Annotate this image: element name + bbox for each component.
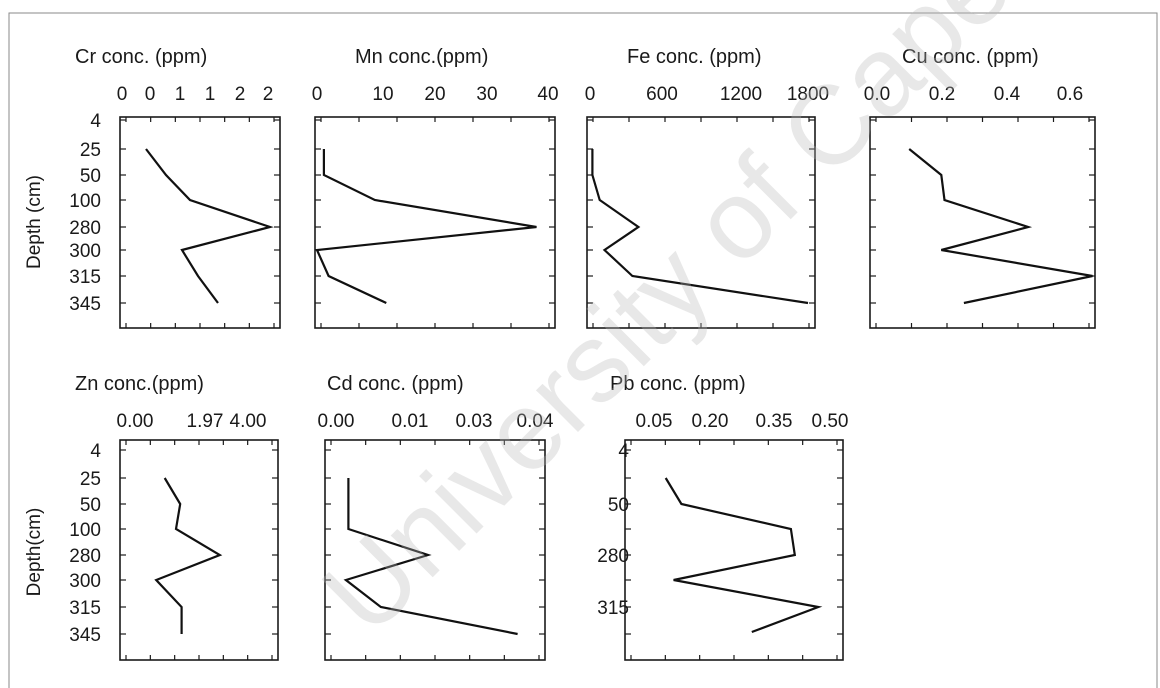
panel-5: Zn conc.(ppm) 0.00 1.97 4.00 4 25 50 100 280 300 3… — [24, 373, 279, 661]
x-tick-label: 40 — [537, 84, 558, 105]
profile-line — [343, 478, 518, 636]
x-tick-label: 0.04 — [517, 411, 554, 432]
x-tick-label: 0.03 — [456, 411, 493, 432]
panel-4: Cu conc. (ppm) 0.0 0.2 0.4 0.6 — [864, 46, 1096, 329]
y-tick-label: 50 — [608, 495, 629, 516]
x-tick-label: 0.05 — [636, 411, 673, 432]
x-tick-label: 1.97 — [187, 411, 224, 432]
y-tick-label: 25 — [80, 469, 101, 490]
y-tick-label: 345 — [69, 625, 101, 646]
x-tick-label: 2 — [263, 84, 274, 105]
x-tick-label: 0.00 — [318, 411, 355, 432]
x-tick-label: 0 — [312, 84, 323, 105]
panel-3: Fe conc. (ppm) 0 600 1200 1800 — [585, 46, 829, 329]
x-tick-label: 0.2 — [929, 84, 955, 105]
y-tick-label: 4 — [90, 111, 101, 132]
x-tick-label: 10 — [372, 84, 393, 105]
panel-6: Cd conc. (ppm) 0.00 0.01 0.03 0.04 — [318, 373, 554, 661]
x-tick-label: 600 — [646, 84, 678, 105]
panel-title: Pb conc. (ppm) — [610, 373, 746, 395]
y-tick-label: 300 — [69, 241, 101, 262]
panel-2: Mn conc.(ppm) 0 10 20 30 40 — [312, 46, 559, 329]
profile-line — [154, 477, 223, 634]
profile-line — [315, 149, 537, 304]
y-tick-label: 280 — [597, 546, 629, 567]
y-tick-label: 4 — [618, 441, 629, 462]
y-tick-label: 280 — [69, 218, 101, 239]
panel-title: Cd conc. (ppm) — [327, 373, 464, 395]
panel-title: Zn conc.(ppm) — [75, 373, 204, 395]
x-tick-label: 0.35 — [756, 411, 793, 432]
y-axis-label: Depth(cm) — [24, 508, 45, 597]
x-tick-label: 0 — [117, 84, 128, 105]
x-tick-label: 0.01 — [392, 411, 429, 432]
y-tick-label: 100 — [69, 191, 101, 212]
profile-line — [664, 477, 823, 634]
plot-area — [586, 116, 816, 329]
y-tick-label: 280 — [69, 546, 101, 567]
x-tick-label: 20 — [424, 84, 445, 105]
profile-line — [908, 148, 1093, 305]
x-tick-label: 0.6 — [1057, 84, 1083, 105]
x-tick-label: 1800 — [787, 84, 829, 105]
x-tick-label: 1 — [175, 84, 186, 105]
x-tick-label: 0.0 — [864, 84, 890, 105]
x-tick-label: 1 — [205, 84, 216, 105]
plot-area — [314, 116, 556, 329]
plot-area — [869, 116, 1096, 329]
x-tick-label: 0.00 — [117, 411, 154, 432]
y-tick-label: 100 — [69, 520, 101, 541]
y-tick-label: 50 — [80, 495, 101, 516]
profile-line — [145, 148, 274, 304]
plot-area — [624, 439, 844, 661]
y-tick-label: 25 — [80, 140, 101, 161]
y-tick-label: 4 — [90, 441, 101, 462]
panel-title: Cu conc. (ppm) — [902, 46, 1039, 68]
x-tick-label: 30 — [476, 84, 497, 105]
y-tick-label: 345 — [69, 294, 101, 315]
x-tick-label: 1200 — [720, 84, 762, 105]
y-axis-label: Depth (cm) — [24, 175, 45, 269]
y-tick-label: 300 — [69, 571, 101, 592]
x-tick-label: 2 — [235, 84, 246, 105]
x-tick-label: 0.20 — [692, 411, 729, 432]
x-tick-label: 0.4 — [994, 84, 1021, 105]
plot-area — [324, 439, 546, 661]
panel-1: Cr conc. (ppm)0 0 1 1 2 242550100280300315345… — [24, 46, 281, 329]
plot-area — [119, 439, 279, 661]
x-tick-label: 4.00 — [230, 411, 267, 432]
panel-title: Fe conc. (ppm) — [627, 46, 761, 68]
y-tick-label: 50 — [80, 166, 101, 187]
panel-title: Cr conc. (ppm) — [75, 46, 207, 68]
panel-7: Pb conc. (ppm) 0.05 0.20 0.35 0.50 4 50 280 315 — [597, 373, 849, 661]
x-tick-label: 0.50 — [812, 411, 849, 432]
x-tick-label: 0 — [145, 84, 156, 105]
figure-frame — [8, 12, 1158, 688]
y-tick-label: 315 — [69, 598, 101, 619]
y-tick-label: 315 — [69, 267, 101, 288]
x-tick-label: 0 — [585, 84, 596, 105]
panel-title: Mn conc.(ppm) — [355, 46, 488, 68]
profile-line — [591, 149, 809, 305]
y-tick-label: 315 — [597, 598, 629, 619]
